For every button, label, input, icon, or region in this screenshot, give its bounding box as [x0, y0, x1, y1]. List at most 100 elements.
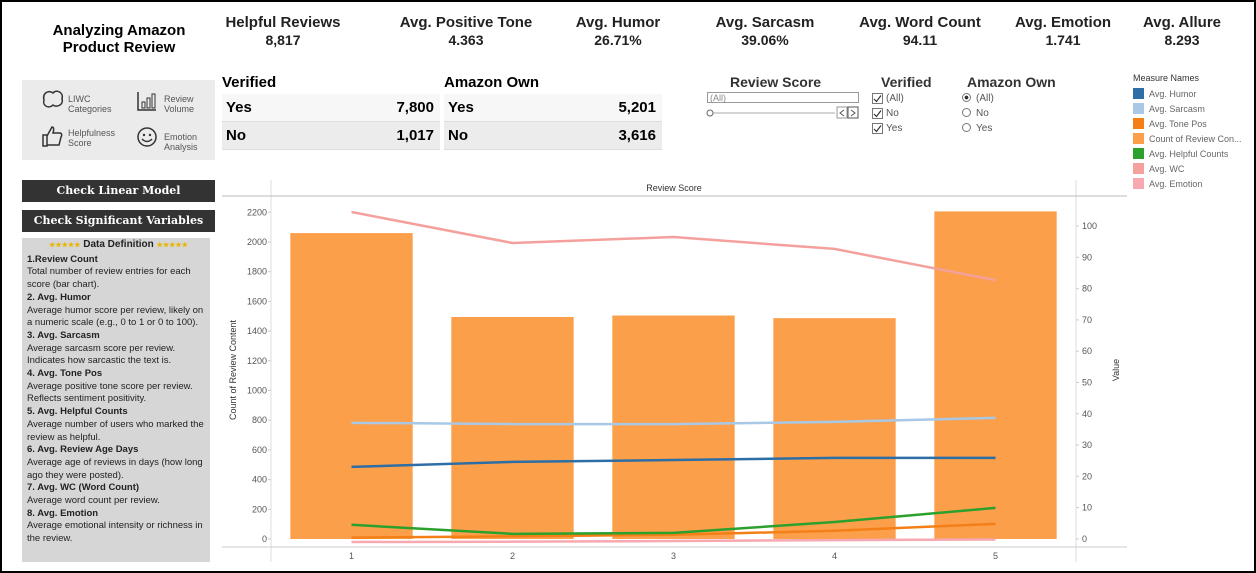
table-title: Verified	[222, 74, 277, 91]
x-axis-title: Review Score	[646, 183, 702, 193]
checkbox-label[interactable]: No	[886, 108, 899, 119]
y-tick-label: 1200	[247, 356, 267, 366]
legend-swatch	[1133, 133, 1144, 144]
definition-title: 1.Review Count	[27, 253, 98, 265]
table-title: Amazon Own	[444, 74, 540, 91]
definition-text: Average word count per review.	[27, 495, 160, 507]
radio-label[interactable]: Yes	[976, 123, 993, 134]
table-row: Yes 5,201	[444, 94, 662, 122]
y2-tick-label: 80	[1082, 284, 1092, 294]
filter-input[interactable]: (All)	[707, 92, 859, 103]
kpi-value: 39.06%	[741, 32, 789, 48]
checkbox[interactable]	[872, 123, 883, 134]
kpi-value: 94.11	[902, 32, 938, 48]
x-tick-label: 3	[671, 551, 676, 561]
legend-label: Avg. WC	[1149, 163, 1185, 174]
legend-label: Avg. Tone Pos	[1149, 118, 1207, 129]
legend-item[interactable]: Avg. Humor	[1133, 86, 1251, 101]
definition-title: 5. Avg. Helpful Counts	[27, 406, 128, 418]
radio[interactable]	[962, 108, 971, 117]
radio-label[interactable]: No	[976, 108, 989, 119]
kpi-label: Avg. Word Count	[859, 14, 981, 31]
legend-label: Avg. Humor	[1149, 88, 1197, 99]
kpi-label: Avg. Humor	[575, 14, 661, 31]
y-axis-title: Count of Review Content	[228, 319, 238, 420]
legend-item[interactable]: Avg. Helpful Counts	[1133, 146, 1251, 161]
table-cell: 7,800	[396, 99, 434, 116]
kpi: Avg. Allure 8.293	[1107, 14, 1254, 48]
y-tick-label: 2200	[247, 207, 267, 217]
y2-tick-label: 10	[1082, 503, 1092, 513]
radio[interactable]	[962, 123, 971, 132]
bar	[451, 316, 574, 539]
kpi-label: Avg. Allure	[1142, 14, 1222, 31]
line	[351, 210, 996, 282]
definitions: ★★★★★ Data Definition ★★★★★ 1.Review Cou…	[22, 238, 210, 562]
y-tick-label: 0	[262, 534, 267, 544]
x-tick-label: 1	[349, 551, 354, 561]
check	[873, 110, 882, 118]
legend: Measure Names Avg. Humor Avg. Sarcasm Avg.…	[1133, 73, 1251, 191]
kpi-label: Helpful Reviews	[225, 14, 341, 31]
x-tick-label: 5	[993, 551, 998, 561]
checkbox[interactable]	[872, 108, 883, 119]
legend-item[interactable]: Avg. Emotion	[1133, 176, 1251, 191]
checkbox-label[interactable]: Yes	[886, 123, 903, 134]
kpi-value: 8.293	[1164, 32, 1200, 48]
radio-label[interactable]: (All)	[976, 93, 994, 104]
y-tick-label: 400	[252, 475, 267, 485]
y-tick-label: 1800	[247, 267, 267, 277]
dashboard-title: Analyzing Amazon Product Review	[52, 22, 186, 56]
line	[351, 506, 996, 536]
checkbox-label[interactable]: (All)	[886, 93, 904, 104]
button[interactable]: Check Significant Variables	[22, 210, 215, 232]
legend-swatch	[1133, 148, 1144, 159]
y2-tick-label: 20	[1082, 471, 1092, 481]
table-cell: 5,201	[618, 99, 656, 116]
nav-label[interactable]: Helpfulness Score	[68, 128, 116, 148]
kpi-value: 26.71%	[594, 32, 642, 48]
legend-item[interactable]: Avg. Tone Pos	[1133, 116, 1251, 131]
y-tick-label: 600	[252, 445, 267, 455]
nav-label[interactable]: Emotion Analysis	[164, 132, 198, 152]
checkbox[interactable]	[872, 93, 883, 104]
kpi: Avg. Word Count 94.11	[845, 14, 995, 48]
y-tick-label: 2000	[247, 237, 267, 247]
definition-text: Average emotional intensity or richness …	[27, 520, 203, 545]
nav-label[interactable]: Review Volume	[164, 94, 195, 114]
legend-item[interactable]: Avg. WC	[1133, 161, 1251, 176]
line	[351, 456, 996, 469]
definition-title: 7. Avg. WC (Word Count)	[27, 482, 140, 494]
definition-text: Average positive tone score per review. …	[27, 380, 193, 405]
check	[873, 125, 882, 133]
slider[interactable]	[705, 106, 865, 120]
radio[interactable]	[962, 93, 971, 102]
kpi-value: 1.741	[1045, 32, 1081, 48]
kpi: Avg. Positive Tone 4.363	[391, 14, 541, 48]
kpi: Avg. Sarcasm 39.06%	[690, 14, 840, 48]
filter-title: Amazon Own	[967, 74, 1056, 90]
table-cell: Yes	[448, 99, 474, 116]
y2-tick-label: 100	[1082, 221, 1097, 231]
y2-tick-label: 40	[1082, 409, 1092, 419]
definition-title: 3. Avg. Sarcasm	[27, 329, 100, 341]
y-tick-label: 200	[252, 504, 267, 514]
y2-tick-label: 30	[1082, 440, 1092, 450]
legend-item[interactable]: Count of Review Con...	[1133, 131, 1251, 146]
nav-label[interactable]: LIWC Categories	[68, 94, 112, 114]
legend-label: Avg. Helpful Counts	[1149, 148, 1229, 159]
legend-item[interactable]: Avg. Sarcasm	[1133, 101, 1251, 116]
line	[351, 522, 996, 539]
definition-title: 6. Avg. Review Age Days	[27, 444, 139, 456]
kpi-value: 4.363	[448, 32, 484, 48]
kpi-label: Avg. Positive Tone	[399, 14, 533, 31]
check	[873, 95, 882, 103]
table-cell: 3,616	[618, 127, 656, 144]
nav-panel: LIWC Categories Review Volume Helpfulnes…	[22, 80, 215, 160]
stars: ★★★★★	[49, 242, 81, 249]
definition-text: Average age of reviews in days (how long…	[27, 456, 203, 481]
y2-tick-label: 50	[1082, 377, 1092, 387]
definition-title: 2. Avg. Humor	[27, 291, 91, 303]
legend-swatch	[1133, 88, 1144, 99]
